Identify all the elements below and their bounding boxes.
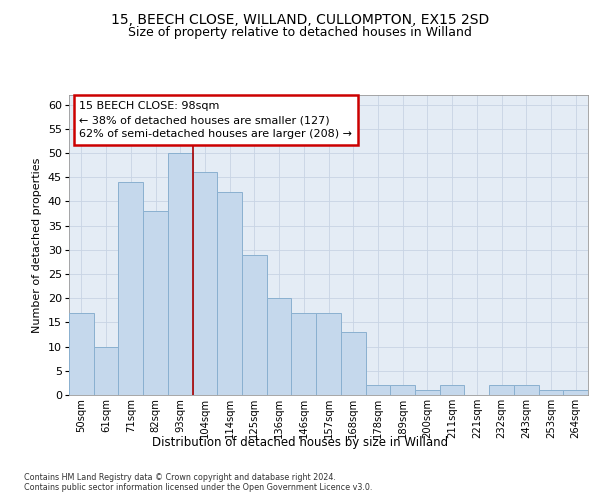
Bar [168, 153, 193, 395]
Bar [514, 386, 539, 395]
Text: 15 BEECH CLOSE: 98sqm
← 38% of detached houses are smaller (127)
62% of semi-det: 15 BEECH CLOSE: 98sqm ← 38% of detached … [79, 101, 352, 139]
Bar [217, 192, 242, 395]
Text: Contains public sector information licensed under the Open Government Licence v3: Contains public sector information licen… [24, 484, 373, 492]
Bar [365, 386, 390, 395]
Bar [415, 390, 440, 395]
Text: Size of property relative to detached houses in Willand: Size of property relative to detached ho… [128, 26, 472, 39]
Bar [292, 312, 316, 395]
Bar [440, 386, 464, 395]
Bar [390, 386, 415, 395]
Bar [242, 254, 267, 395]
Bar [539, 390, 563, 395]
Y-axis label: Number of detached properties: Number of detached properties [32, 158, 43, 332]
Bar [193, 172, 217, 395]
Bar [267, 298, 292, 395]
Bar [94, 346, 118, 395]
Bar [69, 312, 94, 395]
Bar [143, 211, 168, 395]
Text: 15, BEECH CLOSE, WILLAND, CULLOMPTON, EX15 2SD: 15, BEECH CLOSE, WILLAND, CULLOMPTON, EX… [111, 12, 489, 26]
Bar [563, 390, 588, 395]
Text: Distribution of detached houses by size in Willand: Distribution of detached houses by size … [152, 436, 448, 449]
Bar [489, 386, 514, 395]
Bar [341, 332, 365, 395]
Text: Contains HM Land Registry data © Crown copyright and database right 2024.: Contains HM Land Registry data © Crown c… [24, 472, 336, 482]
Bar [118, 182, 143, 395]
Bar [316, 312, 341, 395]
